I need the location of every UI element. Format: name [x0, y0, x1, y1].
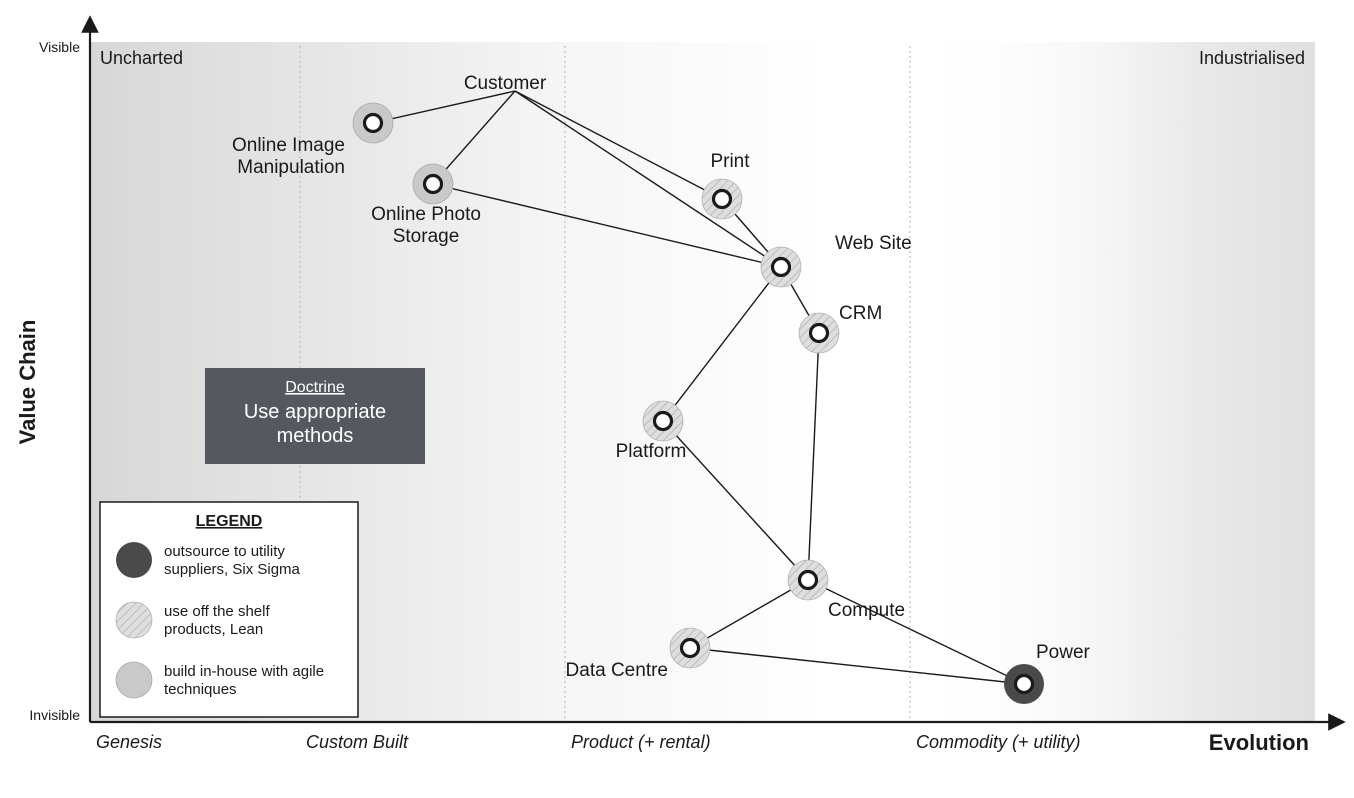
stage-label-2: Product (+ rental) — [571, 732, 711, 752]
legend-item-0-line-0: outsource to utility — [164, 543, 285, 560]
node-label-compute: Compute — [828, 600, 905, 621]
legend-title: LEGEND — [196, 513, 263, 530]
node-label-datacentre: Data Centre — [566, 660, 668, 681]
stage-label-0: Genesis — [96, 732, 162, 752]
legend: LEGEND outsource to utilitysuppliers, Six… — [100, 502, 358, 717]
node-label-power: Power — [1036, 642, 1091, 663]
x-axis-label: Evolution — [1209, 730, 1309, 755]
legend-item-1-line-0: use off the shelf — [164, 603, 270, 620]
doctrine-box: Doctrine Use appropriatemethods — [205, 368, 425, 464]
corner-industrialised: Industrialised — [1199, 48, 1305, 68]
node-label-print: Print — [710, 151, 750, 172]
legend-item-2-line-1: techniques — [164, 681, 237, 698]
node-label-online_image: Online Image — [232, 135, 345, 156]
node-label-online_photo: Online Photo — [371, 204, 481, 225]
y-tick-invisible: Invisible — [29, 707, 80, 723]
node-label-website: Web Site — [835, 233, 912, 254]
legend-item-1-line-1: products, Lean — [164, 621, 263, 638]
commodity-shade — [910, 42, 1315, 722]
y-axis-label: Value Chain — [15, 320, 40, 445]
node-label-customer: Customer — [464, 73, 547, 94]
y-tick-visible: Visible — [39, 39, 80, 55]
doctrine-line-1: methods — [277, 425, 354, 447]
node-label-crm: CRM — [839, 303, 882, 324]
node-label2-online_photo: Storage — [393, 226, 460, 247]
legend-item-2-line-0: build in-house with agile — [164, 663, 324, 680]
wardley-map-root: Uncharted Industrialised Visible Invisible V… — [0, 0, 1354, 798]
legend-item-0-line-1: suppliers, Six Sigma — [164, 561, 301, 578]
node-label2-online_image: Manipulation — [237, 157, 345, 178]
doctrine-title: Doctrine — [285, 379, 345, 396]
node-customer: Customer — [464, 73, 547, 94]
node-label-platform: Platform — [616, 441, 687, 462]
corner-uncharted: Uncharted — [100, 48, 183, 68]
doctrine-line-0: Use appropriate — [244, 401, 386, 423]
stage-label-3: Commodity (+ utility) — [916, 732, 1081, 752]
stage-label-1: Custom Built — [306, 732, 409, 752]
